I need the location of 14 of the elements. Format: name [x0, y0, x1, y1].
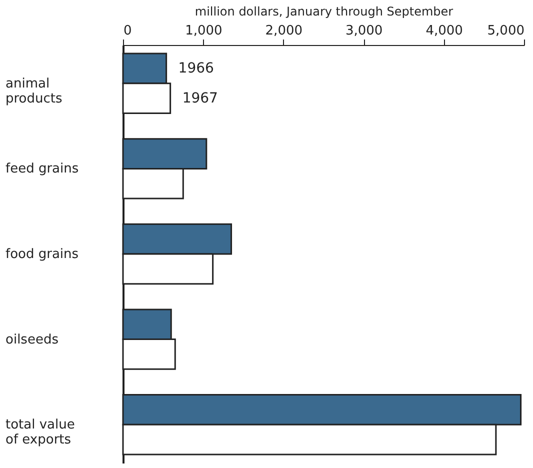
x-tick-label: 5,000 [487, 24, 524, 38]
x-tick-label: 4,000 [426, 24, 463, 38]
y-tick-label: animal products [6, 76, 62, 106]
x-axis-title: million dollars, January through September [194, 4, 454, 18]
x-tick-label: 3,000 [345, 24, 383, 38]
x-tick-label: 0 [124, 24, 132, 38]
series-label: 1966 [178, 60, 214, 76]
y-tick-label: oilseeds [6, 332, 59, 348]
y-tick-label: food grains [6, 247, 79, 262]
x-tick-label: 2,000 [265, 24, 303, 38]
y-tick-label: feed grains [6, 162, 79, 177]
x-tick-label: 1,000 [185, 24, 222, 38]
series-label: 1967 [182, 90, 218, 106]
y-tick-label: total value of exports [6, 418, 75, 448]
